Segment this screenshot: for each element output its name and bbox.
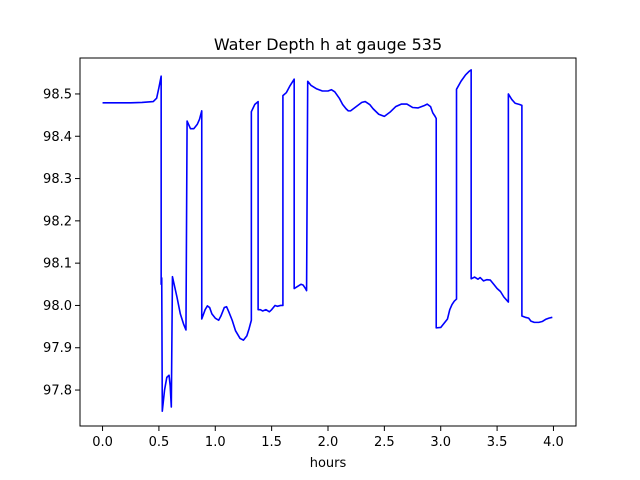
x-tick-label: 4.0 [543, 435, 564, 450]
water-depth-line [102, 69, 553, 412]
plot-area [80, 58, 576, 426]
x-axis-ticks: 0.0 0.5 1.0 1.5 2.0 2.5 3.0 3.5 4.0 [92, 426, 564, 450]
series-layer [102, 69, 553, 412]
x-tick-label: 2.5 [374, 435, 395, 450]
y-tick-label: 98.4 [43, 130, 72, 145]
y-tick-label: 97.8 [43, 384, 72, 399]
x-tick-label: 0.0 [92, 435, 113, 450]
x-tick-label: 3.0 [430, 435, 451, 450]
x-axis-label: hours [310, 456, 347, 471]
x-tick-label: 1.5 [261, 435, 282, 450]
y-axis-ticks: 97.8 97.9 98.0 98.1 98.2 98.3 98.4 98.5 [43, 87, 80, 399]
axes-frame [79, 57, 577, 427]
x-tick-label: 2.0 [318, 435, 339, 450]
y-tick-label: 98.1 [43, 257, 72, 272]
y-tick-label: 97.9 [43, 341, 72, 356]
y-tick-label: 98.0 [43, 299, 72, 314]
y-tick-label: 98.2 [43, 214, 72, 229]
x-tick-label: 1.0 [205, 435, 226, 450]
y-tick-label: 98.5 [43, 87, 72, 102]
x-tick-label: 0.5 [149, 435, 170, 450]
chart-title: Water Depth h at gauge 535 [214, 35, 442, 54]
x-tick-label: 3.5 [487, 435, 508, 450]
y-tick-label: 98.3 [43, 172, 72, 187]
